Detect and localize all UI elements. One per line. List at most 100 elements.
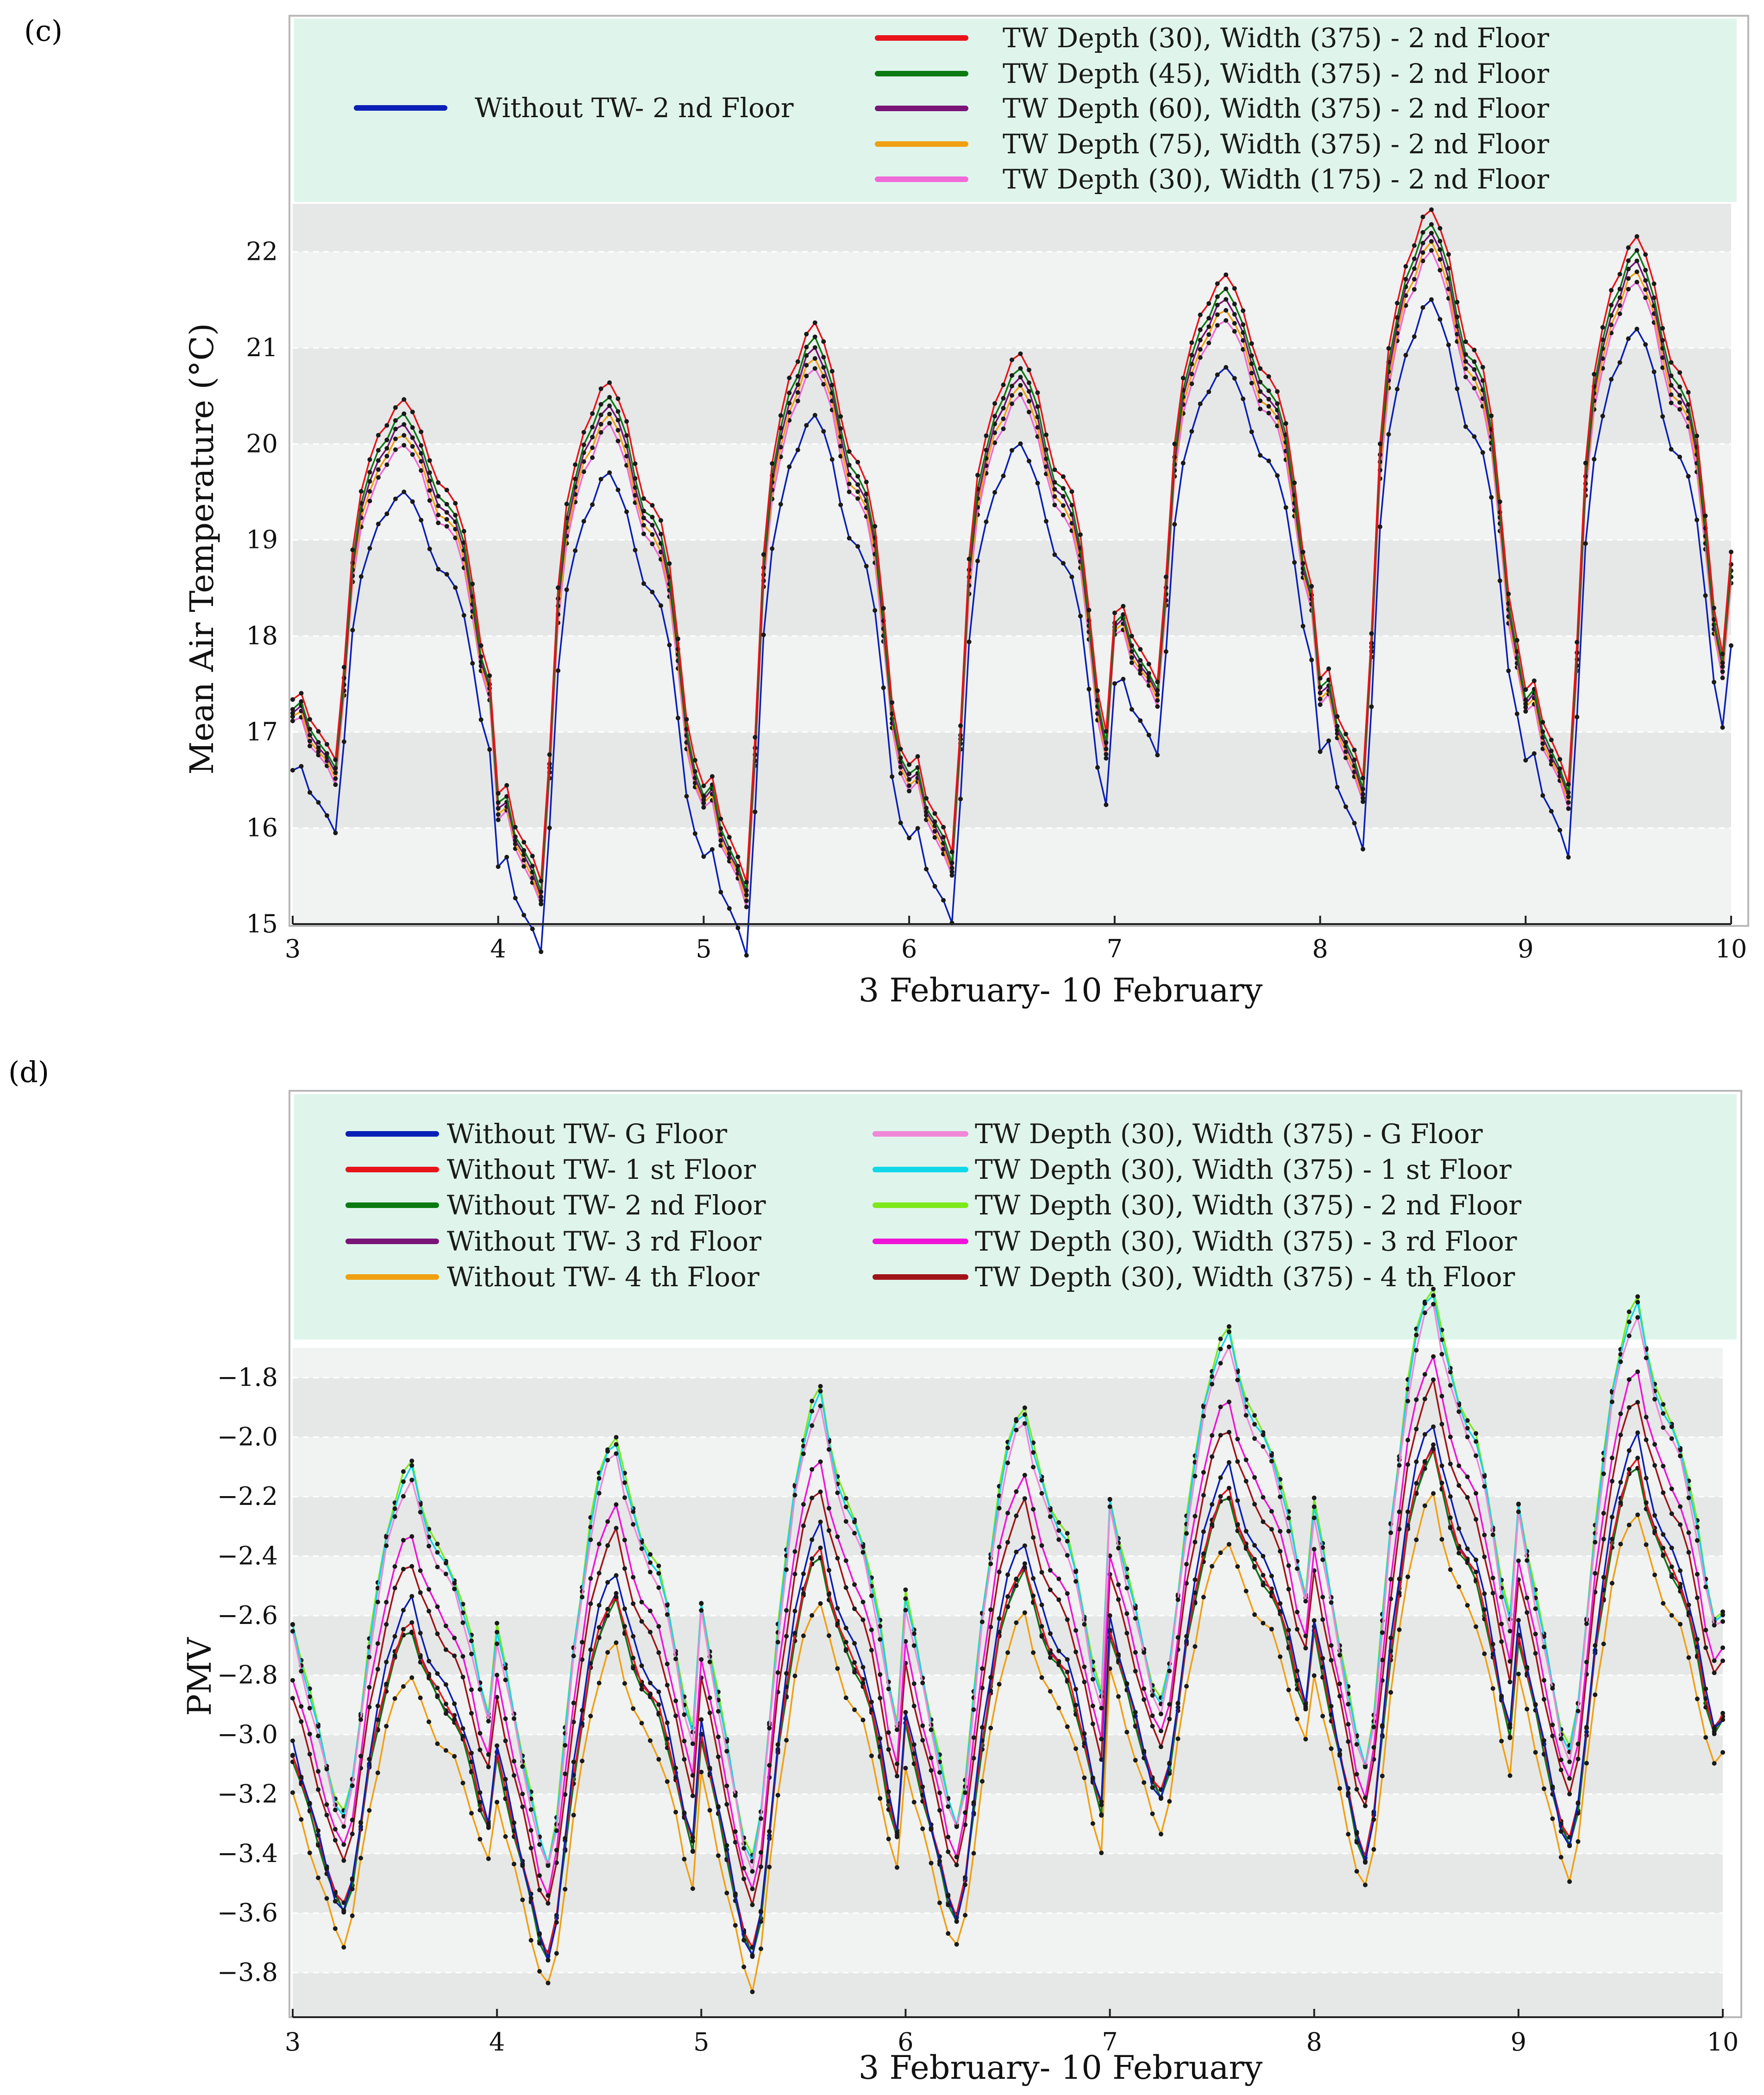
point-d-tw-depth-30-width-375-g-floor-18 xyxy=(443,1572,448,1577)
point-c-without-tw-2-nd-floor-14 xyxy=(410,499,415,504)
legend-label-tw-depth-30-width-175-2-nd-floor: TW Depth (30), Width (175) - 2 nd Floor xyxy=(1003,164,1549,195)
point-d-without-tw-g-floor-96 xyxy=(1107,1613,1112,1618)
point-c-tw-depth-30-width-175-2-nd-floor-77 xyxy=(949,873,954,878)
point-d-tw-depth-30-width-375-3-rd-floor-70 xyxy=(886,1730,891,1735)
point-d-tw-depth-30-width-375-3-rd-floor-139 xyxy=(1474,1491,1478,1496)
point-c-tw-depth-75-width-375-2-nd-floor-107 xyxy=(1206,332,1212,337)
point-d-tw-depth-30-width-375-3-rd-floor-4 xyxy=(324,1802,329,1807)
point-d-tw-depth-30-width-375-g-floor-74 xyxy=(920,1680,925,1686)
point-d-tw-depth-30-width-375-g-floor-154 xyxy=(1601,1471,1606,1476)
band-c-7 xyxy=(293,204,1731,252)
point-d-without-tw-4-th-floor-26 xyxy=(511,1862,516,1867)
point-c-tw-depth-30-width-175-2-nd-floor-114 xyxy=(1266,410,1271,415)
point-d-without-tw-4-th-floor-18 xyxy=(443,1748,448,1753)
point-c-tw-depth-45-width-375-2-nd-floor-147 xyxy=(1549,749,1554,754)
point-d-tw-depth-30-width-375-g-floor-147 xyxy=(1542,1644,1546,1649)
y-tick-label-d-6: −2.6 xyxy=(217,1601,278,1630)
point-d-tw-depth-30-width-375-4-th-floor-151 xyxy=(1576,1756,1581,1762)
point-c-tw-depth-30-width-175-2-nd-floor-62 xyxy=(821,382,826,387)
point-d-without-tw-g-floor-141 xyxy=(1490,1642,1495,1647)
point-c-tw-depth-75-width-375-2-nd-floor-42 xyxy=(650,532,655,537)
point-d-tw-depth-30-width-375-1-st-floor-25 xyxy=(503,1666,508,1671)
point-c-without-tw-2-nd-floor-160 xyxy=(1660,414,1665,419)
point-c-tw-depth-75-width-375-2-nd-floor-90 xyxy=(1061,503,1066,508)
point-d-without-tw-g-floor-72 xyxy=(903,1710,908,1715)
point-d-without-tw-4-th-floor-134 xyxy=(1431,1491,1436,1496)
point-c-tw-depth-30-width-375-2-nd-floor-19 xyxy=(453,501,458,506)
point-d-without-tw-1-st-floor-161 xyxy=(1661,1546,1666,1551)
point-d-tw-depth-30-width-375-4-th-floor-119 xyxy=(1303,1646,1308,1651)
point-d-tw-depth-30-width-375-g-floor-95 xyxy=(1099,1705,1104,1711)
point-d-without-tw-g-floor-80 xyxy=(971,1800,976,1805)
point-c-tw-depth-45-width-375-2-nd-floor-9 xyxy=(367,470,372,475)
point-c-tw-depth-30-width-175-2-nd-floor-125 xyxy=(1361,799,1365,804)
point-d-without-tw-g-floor-9 xyxy=(367,1756,372,1762)
point-c-tw-depth-45-width-375-2-nd-floor-89 xyxy=(1052,480,1057,485)
point-d-tw-depth-30-width-375-g-floor-58 xyxy=(784,1567,789,1572)
point-d-without-tw-2-nd-floor-36 xyxy=(596,1635,602,1640)
point-d-without-tw-g-floor-159 xyxy=(1644,1476,1649,1481)
point-c-tw-depth-60-width-375-2-nd-floor-155 xyxy=(1617,295,1622,300)
point-d-tw-depth-30-width-375-2-nd-floor-24 xyxy=(495,1621,500,1626)
point-d-tw-depth-30-width-375-4-th-floor-84 xyxy=(1005,1540,1010,1545)
point-d-without-tw-4-th-floor-125 xyxy=(1354,1869,1359,1874)
point-c-tw-depth-75-width-375-2-nd-floor-12 xyxy=(393,436,398,441)
point-d-without-tw-g-floor-84 xyxy=(1005,1572,1010,1577)
point-c-without-tw-2-nd-floor-116 xyxy=(1283,505,1288,510)
point-d-tw-depth-30-width-375-4-th-floor-5 xyxy=(333,1837,338,1843)
point-d-without-tw-g-floor-71 xyxy=(895,1830,899,1835)
point-d-without-tw-g-floor-155 xyxy=(1610,1515,1614,1520)
point-c-tw-depth-30-width-375-2-nd-floor-77 xyxy=(949,849,954,855)
point-c-tw-depth-30-width-175-2-nd-floor-75 xyxy=(932,835,937,840)
point-d-without-tw-4-th-floor-120 xyxy=(1312,1673,1317,1678)
band-c-0 xyxy=(293,828,1731,924)
point-c-tw-depth-30-width-175-2-nd-floor-134 xyxy=(1438,268,1443,273)
point-c-tw-depth-45-width-375-2-nd-floor-123 xyxy=(1343,740,1348,745)
point-c-without-tw-2-nd-floor-39 xyxy=(624,509,629,514)
point-c-tw-depth-60-width-375-2-nd-floor-107 xyxy=(1206,324,1212,329)
point-d-tw-depth-30-width-375-g-floor-45 xyxy=(673,1656,678,1661)
point-d-without-tw-g-floor-145 xyxy=(1525,1665,1530,1670)
point-d-tw-depth-30-width-375-2-nd-floor-138 xyxy=(1465,1418,1470,1423)
point-c-tw-depth-30-width-375-2-nd-floor-158 xyxy=(1643,252,1648,257)
point-d-tw-depth-30-width-375-3-rd-floor-54 xyxy=(750,1887,755,1891)
point-c-without-tw-2-nd-floor-155 xyxy=(1617,360,1622,365)
point-d-without-tw-4-th-floor-102 xyxy=(1158,1831,1163,1837)
point-d-without-tw-4-th-floor-80 xyxy=(971,1851,976,1856)
point-d-tw-depth-30-width-375-g-floor-100 xyxy=(1142,1650,1147,1655)
point-d-without-tw-4-th-floor-137 xyxy=(1456,1584,1462,1589)
point-c-without-tw-2-nd-floor-151 xyxy=(1583,541,1588,546)
point-d-tw-depth-30-width-375-4-th-floor-16 xyxy=(427,1609,432,1614)
point-d-tw-depth-30-width-375-g-floor-125 xyxy=(1354,1742,1359,1747)
point-d-tw-depth-30-width-375-g-floor-8 xyxy=(358,1717,363,1722)
point-c-tw-depth-30-width-375-2-nd-floor-69 xyxy=(881,606,886,611)
point-c-tw-depth-60-width-375-2-nd-floor-162 xyxy=(1677,393,1682,398)
point-d-without-tw-1-st-floor-115 xyxy=(1269,1590,1274,1595)
point-d-without-tw-g-floor-131 xyxy=(1405,1509,1410,1514)
point-d-without-tw-4-th-floor-48 xyxy=(699,1769,704,1774)
point-c-tw-depth-45-width-375-2-nd-floor-154 xyxy=(1609,302,1614,308)
point-d-tw-depth-30-width-375-3-rd-floor-127 xyxy=(1371,1745,1376,1750)
point-c-tw-depth-45-width-375-2-nd-floor-28 xyxy=(530,863,535,868)
point-c-without-tw-2-nd-floor-122 xyxy=(1335,785,1340,790)
point-d-tw-depth-30-width-375-1-st-floor-44 xyxy=(665,1603,670,1608)
point-c-tw-depth-30-width-375-2-nd-floor-96 xyxy=(1112,610,1117,616)
point-d-tw-depth-30-width-375-g-floor-90 xyxy=(1056,1537,1061,1542)
point-d-without-tw-4-th-floor-56 xyxy=(767,1864,772,1869)
point-d-without-tw-4-th-floor-140 xyxy=(1482,1651,1487,1656)
point-d-without-tw-4-th-floor-85 xyxy=(1014,1620,1019,1625)
point-d-tw-depth-30-width-375-4-th-floor-4 xyxy=(324,1812,329,1818)
point-d-tw-depth-30-width-375-g-floor-107 xyxy=(1201,1414,1206,1419)
point-c-without-tw-2-nd-floor-72 xyxy=(907,836,912,841)
point-d-tw-depth-30-width-375-3-rd-floor-26 xyxy=(511,1759,516,1764)
point-c-tw-depth-75-width-375-2-nd-floor-86 xyxy=(1027,399,1031,404)
point-c-tw-depth-60-width-375-2-nd-floor-113 xyxy=(1258,389,1263,394)
point-c-tw-depth-45-width-375-2-nd-floor-118 xyxy=(1300,561,1306,566)
point-d-without-tw-4-th-floor-57 xyxy=(775,1793,780,1798)
point-d-without-tw-g-floor-114 xyxy=(1261,1554,1266,1559)
point-c-tw-depth-45-width-375-2-nd-floor-72 xyxy=(907,771,912,776)
point-d-without-tw-2-nd-floor-47 xyxy=(690,1849,695,1854)
point-d-tw-depth-30-width-375-1-st-floor-117 xyxy=(1286,1516,1291,1521)
point-d-without-tw-4-th-floor-3 xyxy=(316,1875,321,1881)
y-tick-label-d-3: −3.2 xyxy=(217,1779,278,1808)
